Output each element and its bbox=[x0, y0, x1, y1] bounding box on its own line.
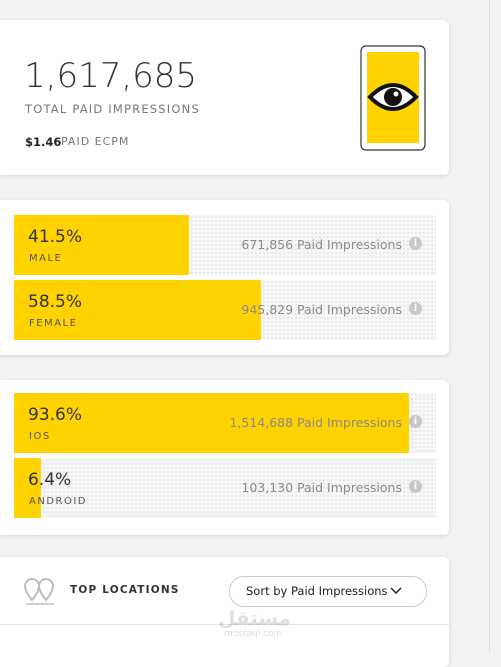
bar-track: 93.6% IOS 1,514,688 Paid Impressions i bbox=[14, 393, 436, 453]
summary-card: 1,617,685 TOTAL PAID IMPRESSIONS $1.46 P… bbox=[0, 20, 449, 175]
row-name: IOS bbox=[29, 431, 51, 442]
bar bbox=[14, 393, 409, 453]
sort-button-label[interactable]: Sort by Paid Impressions bbox=[246, 584, 388, 598]
percent-label: 58.5% bbox=[28, 292, 83, 312]
watermark-site: mostaql.com bbox=[224, 629, 283, 639]
total-label: TOTAL PAID IMPRESSIONS bbox=[25, 102, 200, 116]
bar bbox=[14, 215, 190, 275]
bar-track: 6.4% ANDROID 103,130 Paid Impressions i bbox=[14, 458, 436, 518]
info-icon[interactable]: i bbox=[409, 415, 422, 428]
bar-track: 58.5% FEMALE 945,829 Paid Impressions i bbox=[14, 280, 436, 340]
row-name: MALE bbox=[29, 253, 63, 264]
row-name: ANDROID bbox=[29, 496, 87, 507]
phone-icon bbox=[360, 45, 426, 151]
bar bbox=[14, 458, 41, 518]
row-name: FEMALE bbox=[29, 318, 78, 329]
page: 1,617,685 TOTAL PAID IMPRESSIONS $1.46 P… bbox=[0, 0, 490, 667]
locations-card: TOP LOCATIONS Sort by Paid Impressions م… bbox=[0, 557, 449, 667]
watermark: مستقل bbox=[218, 606, 292, 630]
info-icon[interactable]: i bbox=[409, 302, 422, 315]
bar-track: 41.5% MALE 671,856 Paid Impressions i bbox=[14, 215, 436, 275]
ecpm-value: $1.46 bbox=[25, 135, 62, 149]
pin-icon bbox=[23, 577, 55, 605]
sort-button[interactable]: Sort by Paid Impressions bbox=[229, 576, 427, 607]
impressions: 103,130 Paid Impressions bbox=[241, 480, 402, 495]
percent-label: 6.4% bbox=[28, 470, 72, 490]
impressions: 945,829 Paid Impressions bbox=[241, 302, 402, 317]
scroll-strip bbox=[489, 0, 490, 653]
total-value: 1,617,685 bbox=[24, 56, 198, 96]
impressions: 1,514,688 Paid Impressions bbox=[229, 415, 402, 430]
chevron bbox=[390, 587, 402, 595]
info-icon[interactable]: i bbox=[409, 480, 422, 493]
percent-label: 41.5% bbox=[28, 227, 83, 247]
platform-card: 93.6% IOS 1,514,688 Paid Impressions i 6.4% A… bbox=[0, 380, 449, 535]
gender-card: 41.5% MALE 671,856 Paid Impressions i 58.5% F… bbox=[0, 200, 449, 355]
divider bbox=[0, 624, 449, 625]
bar bbox=[14, 280, 261, 340]
ecpm-label: PAID ECPM bbox=[61, 135, 130, 148]
impressions: 671,856 Paid Impressions bbox=[241, 237, 402, 252]
info-icon[interactable]: i bbox=[409, 237, 422, 250]
locations-title: TOP LOCATIONS bbox=[70, 584, 180, 596]
percent-label: 93.6% bbox=[28, 405, 83, 425]
